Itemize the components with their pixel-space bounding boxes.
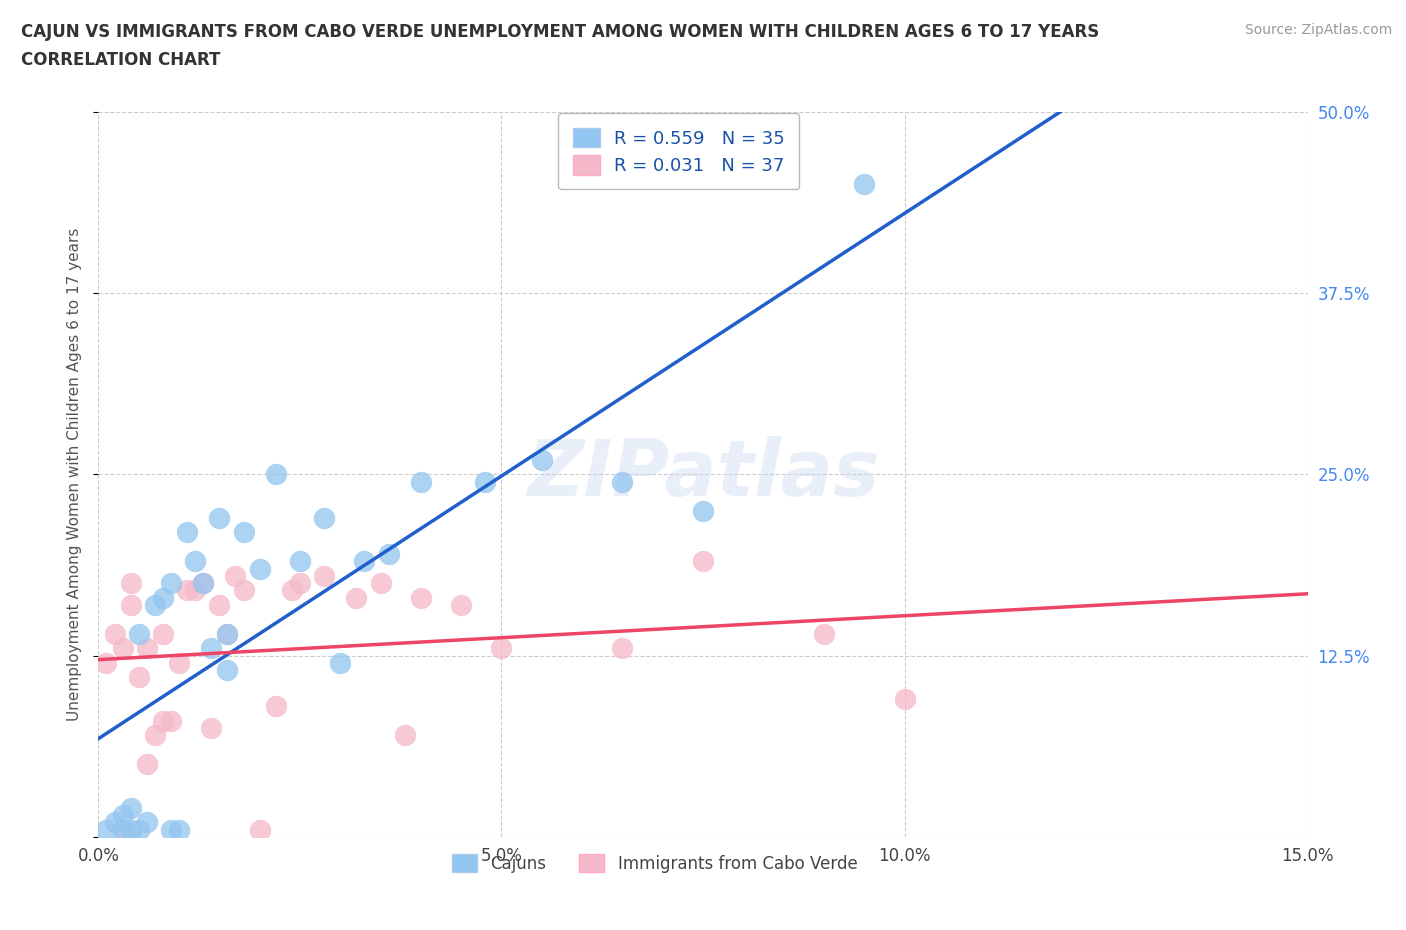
Point	[217, 627, 239, 642]
Point	[143, 728, 166, 743]
Point	[167, 656, 190, 671]
Point	[111, 822, 134, 837]
Point	[111, 808, 134, 823]
Point	[167, 822, 190, 837]
Point	[232, 525, 254, 539]
Point	[96, 656, 118, 671]
Point	[249, 822, 271, 837]
Point	[264, 699, 287, 714]
Point	[409, 591, 432, 605]
Text: Source: ZipAtlas.com: Source: ZipAtlas.com	[1244, 23, 1392, 37]
Point	[329, 656, 352, 671]
Point	[370, 576, 392, 591]
Y-axis label: Unemployment Among Women with Children Ages 6 to 17 years: Unemployment Among Women with Children A…	[67, 228, 83, 721]
Point	[530, 452, 553, 467]
Text: CORRELATION CHART: CORRELATION CHART	[21, 51, 221, 69]
Point	[103, 815, 125, 830]
Point	[853, 177, 876, 192]
Point	[160, 576, 183, 591]
Point	[184, 583, 207, 598]
Point	[281, 583, 304, 598]
Point	[200, 641, 222, 656]
Point	[288, 554, 311, 569]
Point	[120, 576, 142, 591]
Point	[160, 713, 183, 728]
Point	[344, 591, 367, 605]
Point	[692, 503, 714, 518]
Point	[612, 474, 634, 489]
Point	[152, 713, 174, 728]
Point	[409, 474, 432, 489]
Point	[353, 554, 375, 569]
Point	[120, 822, 142, 837]
Point	[160, 822, 183, 837]
Point	[193, 576, 215, 591]
Point	[152, 591, 174, 605]
Point	[111, 822, 134, 837]
Point	[314, 568, 336, 583]
Point	[143, 597, 166, 612]
Point	[893, 692, 915, 707]
Point	[224, 568, 246, 583]
Point	[217, 663, 239, 678]
Point	[103, 627, 125, 642]
Point	[120, 801, 142, 816]
Point	[176, 583, 198, 598]
Text: ZIPatlas: ZIPatlas	[527, 436, 879, 512]
Point	[135, 641, 157, 656]
Point	[474, 474, 496, 489]
Legend: Cajuns, Immigrants from Cabo Verde: Cajuns, Immigrants from Cabo Verde	[446, 847, 865, 880]
Point	[120, 597, 142, 612]
Point	[152, 627, 174, 642]
Point	[813, 627, 835, 642]
Text: CAJUN VS IMMIGRANTS FROM CABO VERDE UNEMPLOYMENT AMONG WOMEN WITH CHILDREN AGES : CAJUN VS IMMIGRANTS FROM CABO VERDE UNEM…	[21, 23, 1099, 41]
Point	[249, 561, 271, 576]
Point	[692, 554, 714, 569]
Point	[193, 576, 215, 591]
Point	[111, 641, 134, 656]
Point	[128, 670, 150, 684]
Point	[377, 547, 399, 562]
Point	[217, 627, 239, 642]
Point	[135, 815, 157, 830]
Point	[314, 511, 336, 525]
Point	[394, 728, 416, 743]
Point	[264, 467, 287, 482]
Point	[491, 641, 513, 656]
Point	[176, 525, 198, 539]
Point	[288, 576, 311, 591]
Point	[612, 641, 634, 656]
Point	[135, 757, 157, 772]
Point	[128, 627, 150, 642]
Point	[450, 597, 472, 612]
Point	[184, 554, 207, 569]
Point	[208, 511, 231, 525]
Point	[200, 721, 222, 736]
Point	[96, 822, 118, 837]
Point	[208, 597, 231, 612]
Point	[232, 583, 254, 598]
Point	[128, 822, 150, 837]
